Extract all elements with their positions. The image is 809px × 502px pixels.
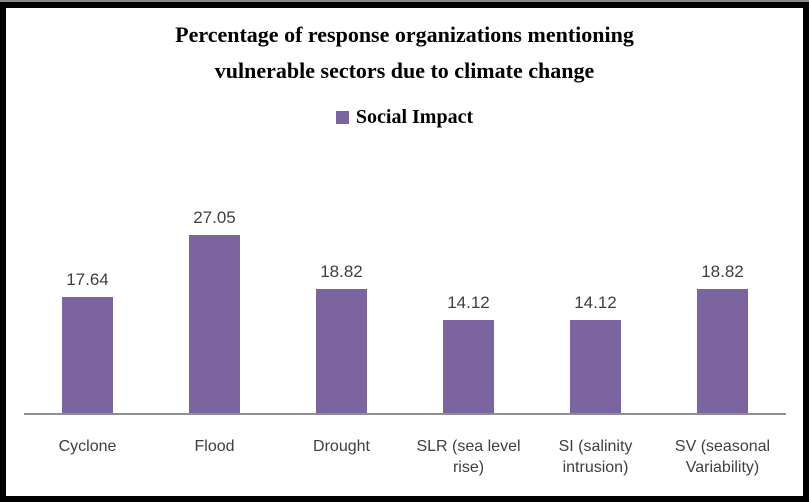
bar-slot-drought: 18.82 bbox=[278, 262, 405, 413]
data-label: 27.05 bbox=[193, 208, 236, 227]
bar-flood bbox=[189, 235, 240, 413]
bar-slot-flood: 27.05 bbox=[151, 208, 278, 413]
outer-gray-border bbox=[0, 0, 809, 2]
legend-marker-square bbox=[335, 111, 349, 124]
chart-title-line-1: Percentage of response organizations men… bbox=[175, 22, 634, 47]
bar-slot-cyclone: 17.64 bbox=[24, 270, 151, 413]
bar-slot-slr: 14.12 bbox=[405, 293, 532, 413]
bar-cyclone bbox=[62, 297, 113, 413]
chart-legend: Social Impact bbox=[0, 106, 809, 129]
bar-slr bbox=[443, 320, 494, 413]
x-label-sv: SV (seasonal Variability) bbox=[674, 438, 771, 476]
bar-si bbox=[570, 320, 621, 413]
x-axis-line bbox=[24, 413, 786, 415]
chart-title-line-2: vulnerable sectors due to climate change bbox=[214, 58, 595, 83]
x-label-slr: SLR (sea level rise) bbox=[416, 438, 521, 476]
data-label: 18.82 bbox=[701, 262, 744, 281]
bar-sv bbox=[697, 289, 748, 413]
x-label-flood: Flood bbox=[194, 438, 235, 455]
data-label: 14.12 bbox=[574, 293, 617, 312]
x-label-cyclone: Cyclone bbox=[58, 438, 117, 455]
legend-series-label: Social Impact bbox=[355, 106, 474, 128]
x-axis-category-labels: Cyclone Flood Drought SLR (sea level ris… bbox=[24, 436, 786, 478]
bar-drought bbox=[316, 289, 367, 413]
x-label-drought: Drought bbox=[313, 438, 370, 455]
data-label: 14.12 bbox=[447, 293, 490, 312]
bar-slot-si: 14.12 bbox=[532, 293, 659, 413]
bar-slot-sv: 18.82 bbox=[659, 262, 786, 413]
x-label-si: SI (salinity intrusion) bbox=[558, 438, 633, 476]
data-label: 17.64 bbox=[66, 270, 109, 289]
data-label: 18.82 bbox=[320, 262, 363, 281]
plot-area: 17.64 27.05 18.82 14.12 14.12 18.82 bbox=[24, 0, 786, 413]
